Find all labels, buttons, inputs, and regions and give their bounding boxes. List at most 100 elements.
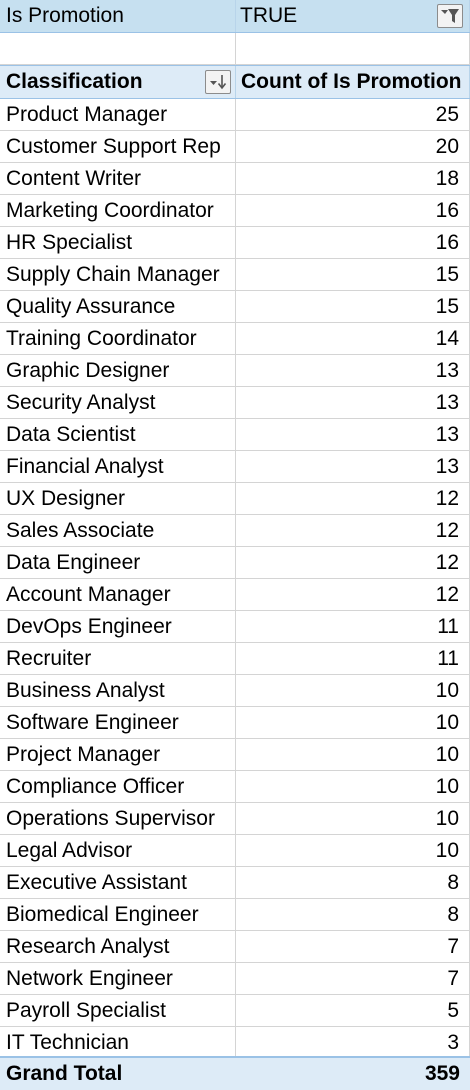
count-cell[interactable]: 16 <box>236 227 470 258</box>
count-cell[interactable]: 10 <box>236 707 470 738</box>
count-cell[interactable]: 8 <box>236 899 470 930</box>
count-cell[interactable]: 11 <box>236 643 470 674</box>
classification-cell[interactable]: DevOps Engineer <box>0 611 236 642</box>
table-row: Compliance Officer 10 <box>0 771 470 803</box>
classification-cell[interactable]: Product Manager <box>0 99 236 130</box>
classification-cell[interactable]: IT Technician <box>0 1027 236 1058</box>
report-filter-row: Is Promotion TRUE <box>0 0 470 33</box>
classification-cell[interactable]: Research Analyst <box>0 931 236 962</box>
classification-cell[interactable]: Legal Advisor <box>0 835 236 866</box>
count-cell[interactable]: 16 <box>236 195 470 226</box>
pivot-header-row: Classification Count of Is Promotion <box>0 65 470 99</box>
count-cell[interactable]: 10 <box>236 771 470 802</box>
filter-value-cell[interactable]: TRUE <box>236 0 470 32</box>
count-cell[interactable]: 15 <box>236 291 470 322</box>
count-cell[interactable]: 13 <box>236 451 470 482</box>
table-row: DevOps Engineer 11 <box>0 611 470 643</box>
count-cell[interactable]: 13 <box>236 355 470 386</box>
classification-cell[interactable]: Software Engineer <box>0 707 236 738</box>
count-cell[interactable]: 11 <box>236 611 470 642</box>
classification-cell[interactable]: UX Designer <box>0 483 236 514</box>
table-row: Sales Associate 12 <box>0 515 470 547</box>
table-row: Graphic Designer 13 <box>0 355 470 387</box>
table-row: Business Analyst 10 <box>0 675 470 707</box>
classification-cell[interactable]: Content Writer <box>0 163 236 194</box>
grand-total-row: Grand Total 359 <box>0 1056 470 1090</box>
table-row: Product Manager 25 <box>0 99 470 131</box>
count-cell[interactable]: 12 <box>236 579 470 610</box>
count-cell[interactable]: 7 <box>236 963 470 994</box>
table-row: Software Engineer 10 <box>0 707 470 739</box>
count-cell[interactable]: 25 <box>236 99 470 130</box>
filter-field-label: Is Promotion <box>0 0 236 32</box>
table-row: Operations Supervisor 10 <box>0 803 470 835</box>
table-row: UX Designer 12 <box>0 483 470 515</box>
table-row: Recruiter 11 <box>0 643 470 675</box>
classification-cell[interactable]: Data Engineer <box>0 547 236 578</box>
classification-cell[interactable]: Customer Support Rep <box>0 131 236 162</box>
classification-cell[interactable]: Marketing Coordinator <box>0 195 236 226</box>
classification-cell[interactable]: Quality Assurance <box>0 291 236 322</box>
row-labels-title: Classification <box>6 70 143 93</box>
grand-total-label[interactable]: Grand Total <box>6 1062 123 1085</box>
classification-cell[interactable]: Account Manager <box>0 579 236 610</box>
classification-cell[interactable]: Financial Analyst <box>0 451 236 482</box>
count-cell[interactable]: 10 <box>236 675 470 706</box>
sort-descending-dropdown-icon[interactable] <box>205 70 231 94</box>
blank-cell[interactable] <box>236 33 470 64</box>
values-header[interactable]: Count of Is Promotion <box>236 66 470 98</box>
count-cell[interactable]: 10 <box>236 835 470 866</box>
classification-cell[interactable]: Project Manager <box>0 739 236 770</box>
count-cell[interactable]: 8 <box>236 867 470 898</box>
table-row: Project Manager 10 <box>0 739 470 771</box>
row-labels-header[interactable]: Classification <box>0 66 236 98</box>
table-row: Marketing Coordinator 16 <box>0 195 470 227</box>
blank-cell[interactable] <box>0 33 236 64</box>
filter-dropdown-icon[interactable] <box>437 4 463 28</box>
count-cell[interactable]: 3 <box>236 1027 470 1058</box>
table-row: IT Technician 3 <box>0 1027 470 1059</box>
classification-cell[interactable]: HR Specialist <box>0 227 236 258</box>
classification-cell[interactable]: Biomedical Engineer <box>0 899 236 930</box>
classification-cell[interactable]: Compliance Officer <box>0 771 236 802</box>
count-cell[interactable]: 14 <box>236 323 470 354</box>
table-row: Training Coordinator 14 <box>0 323 470 355</box>
table-row: Payroll Specialist 5 <box>0 995 470 1027</box>
count-cell[interactable]: 12 <box>236 515 470 546</box>
grand-total-value[interactable]: 359 <box>424 1062 460 1085</box>
count-cell[interactable]: 12 <box>236 483 470 514</box>
table-row: Security Analyst 13 <box>0 387 470 419</box>
classification-cell[interactable]: Payroll Specialist <box>0 995 236 1026</box>
table-row: Executive Assistant 8 <box>0 867 470 899</box>
table-row: Data Scientist 13 <box>0 419 470 451</box>
classification-cell[interactable]: Executive Assistant <box>0 867 236 898</box>
classification-cell[interactable]: Data Scientist <box>0 419 236 450</box>
count-cell[interactable]: 18 <box>236 163 470 194</box>
classification-cell[interactable]: Business Analyst <box>0 675 236 706</box>
classification-cell[interactable]: Operations Supervisor <box>0 803 236 834</box>
classification-cell[interactable]: Security Analyst <box>0 387 236 418</box>
count-cell[interactable]: 13 <box>236 419 470 450</box>
classification-cell[interactable]: Sales Associate <box>0 515 236 546</box>
table-row: Research Analyst 7 <box>0 931 470 963</box>
count-cell[interactable]: 12 <box>236 547 470 578</box>
classification-cell[interactable]: Recruiter <box>0 643 236 674</box>
table-row: Supply Chain Manager 15 <box>0 259 470 291</box>
count-cell[interactable]: 7 <box>236 931 470 962</box>
table-row: Quality Assurance 15 <box>0 291 470 323</box>
classification-cell[interactable]: Graphic Designer <box>0 355 236 386</box>
classification-cell[interactable]: Network Engineer <box>0 963 236 994</box>
classification-cell[interactable]: Training Coordinator <box>0 323 236 354</box>
count-cell[interactable]: 13 <box>236 387 470 418</box>
table-row: Network Engineer 7 <box>0 963 470 995</box>
count-cell[interactable]: 5 <box>236 995 470 1026</box>
count-cell[interactable]: 10 <box>236 739 470 770</box>
count-cell[interactable]: 15 <box>236 259 470 290</box>
classification-cell[interactable]: Supply Chain Manager <box>0 259 236 290</box>
table-row: HR Specialist 16 <box>0 227 470 259</box>
table-row: Financial Analyst 13 <box>0 451 470 483</box>
table-row: Biomedical Engineer 8 <box>0 899 470 931</box>
count-cell[interactable]: 10 <box>236 803 470 834</box>
count-cell[interactable]: 20 <box>236 131 470 162</box>
